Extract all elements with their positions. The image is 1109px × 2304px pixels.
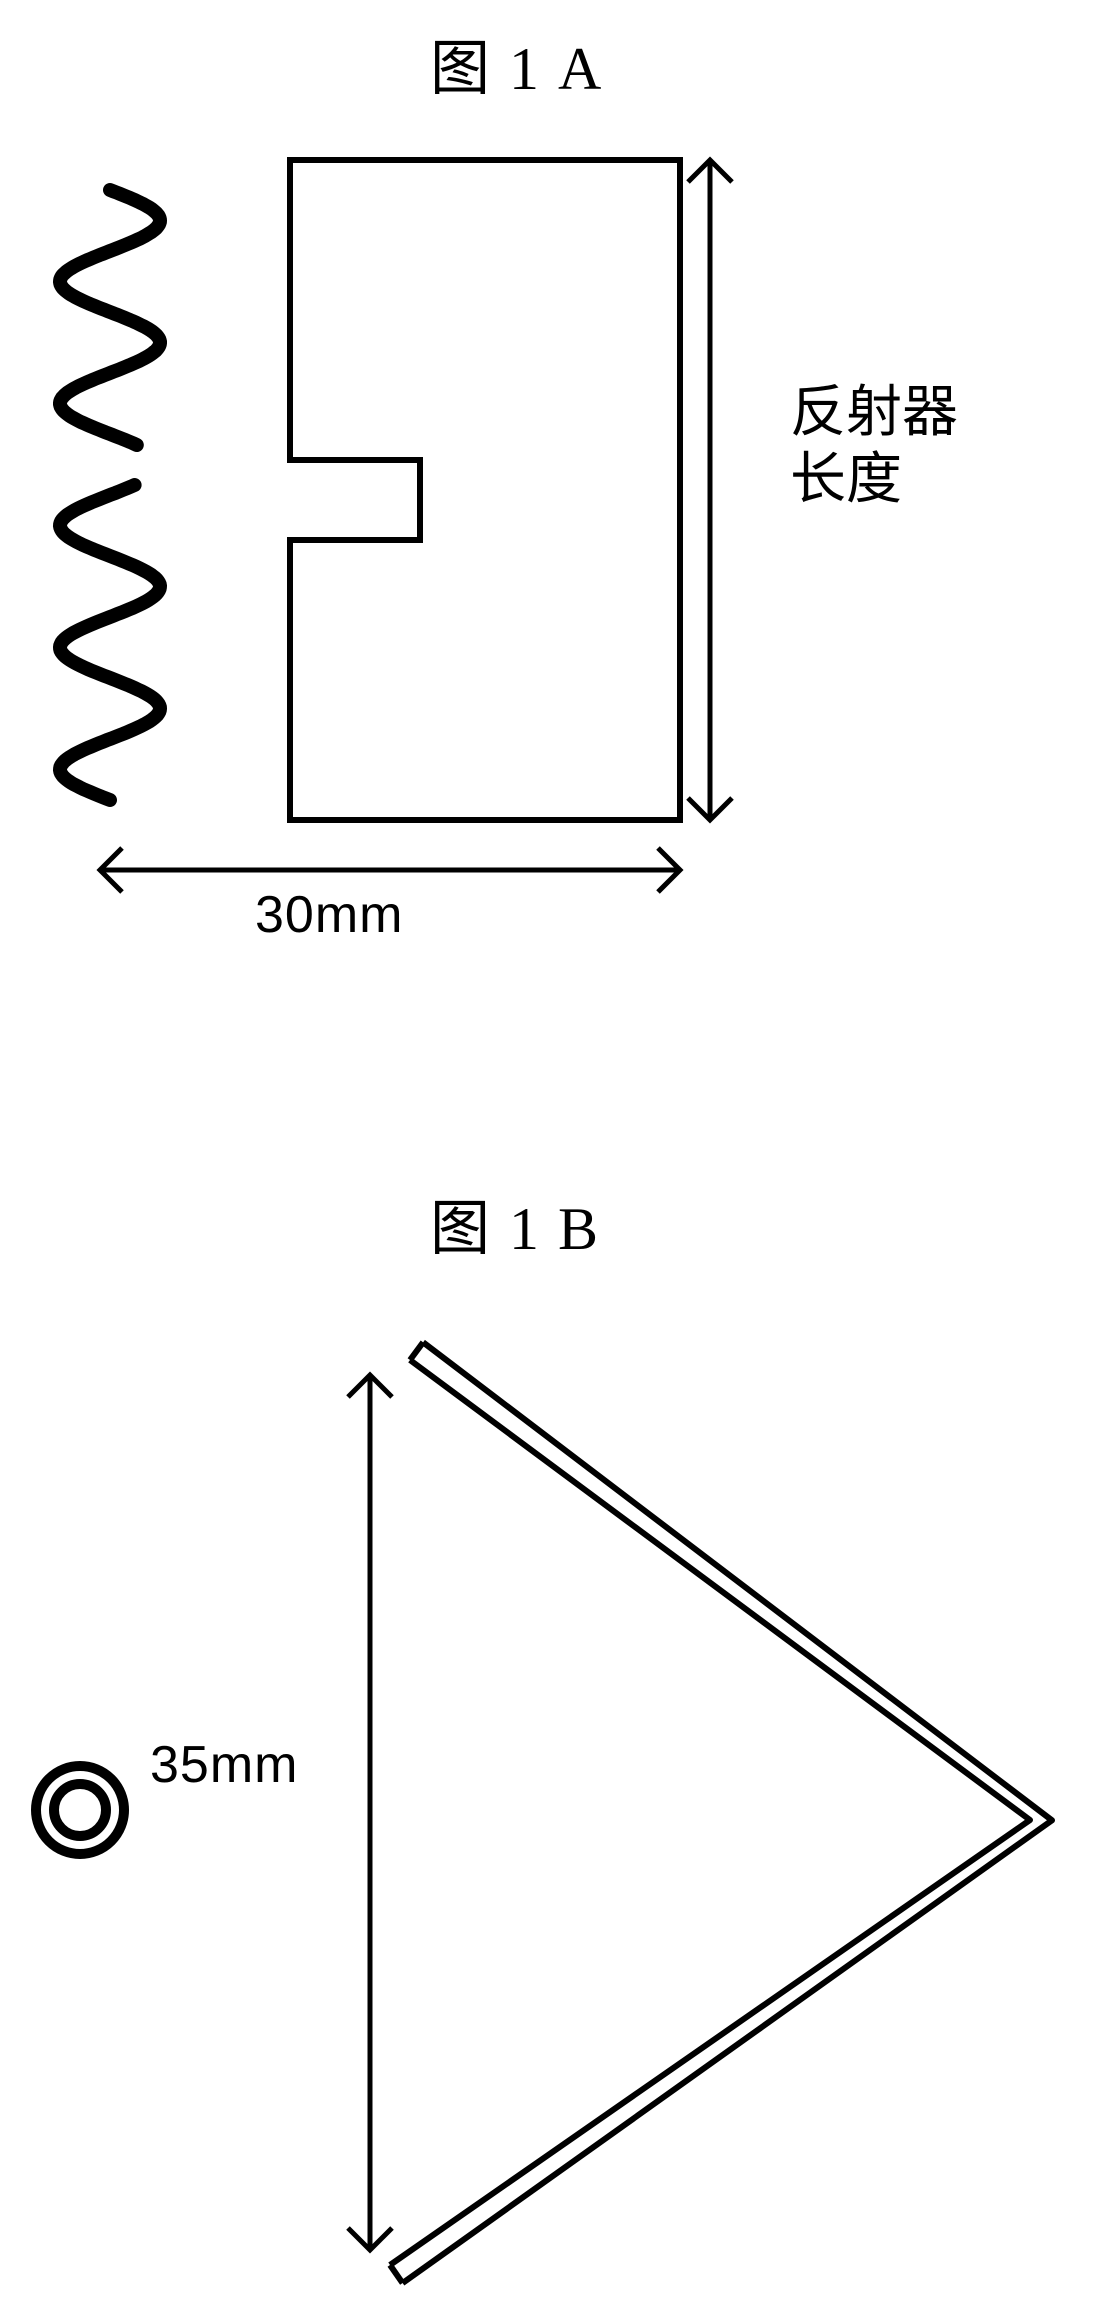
reflector-outline [290,160,680,820]
page-root: 图 1 A 反射器 长度 30mm 图 1 B [0,0,1109,2304]
reflector-length-label-line2: 长度 [790,447,958,514]
figure-a-width-label: 30mm [255,885,403,945]
reflector-length-label: 反射器 长度 [790,380,958,514]
reflector-length-arrow [688,160,732,820]
helix-antenna-icon [60,190,160,800]
figure-a-diagram [40,140,780,930]
figure-b-diagram [20,1330,1080,2290]
reflector-length-label-line1: 反射器 [790,380,958,447]
antenna-top-view-icon [36,1766,124,1854]
figure-b-title: 图 1 B [430,1180,600,1267]
aperture-arrow [348,1375,392,2250]
figure-b-dim-label: 35mm [150,1735,298,1795]
v-reflector-outline [390,1342,1052,2283]
figure-a-title: 图 1 A [430,20,603,107]
